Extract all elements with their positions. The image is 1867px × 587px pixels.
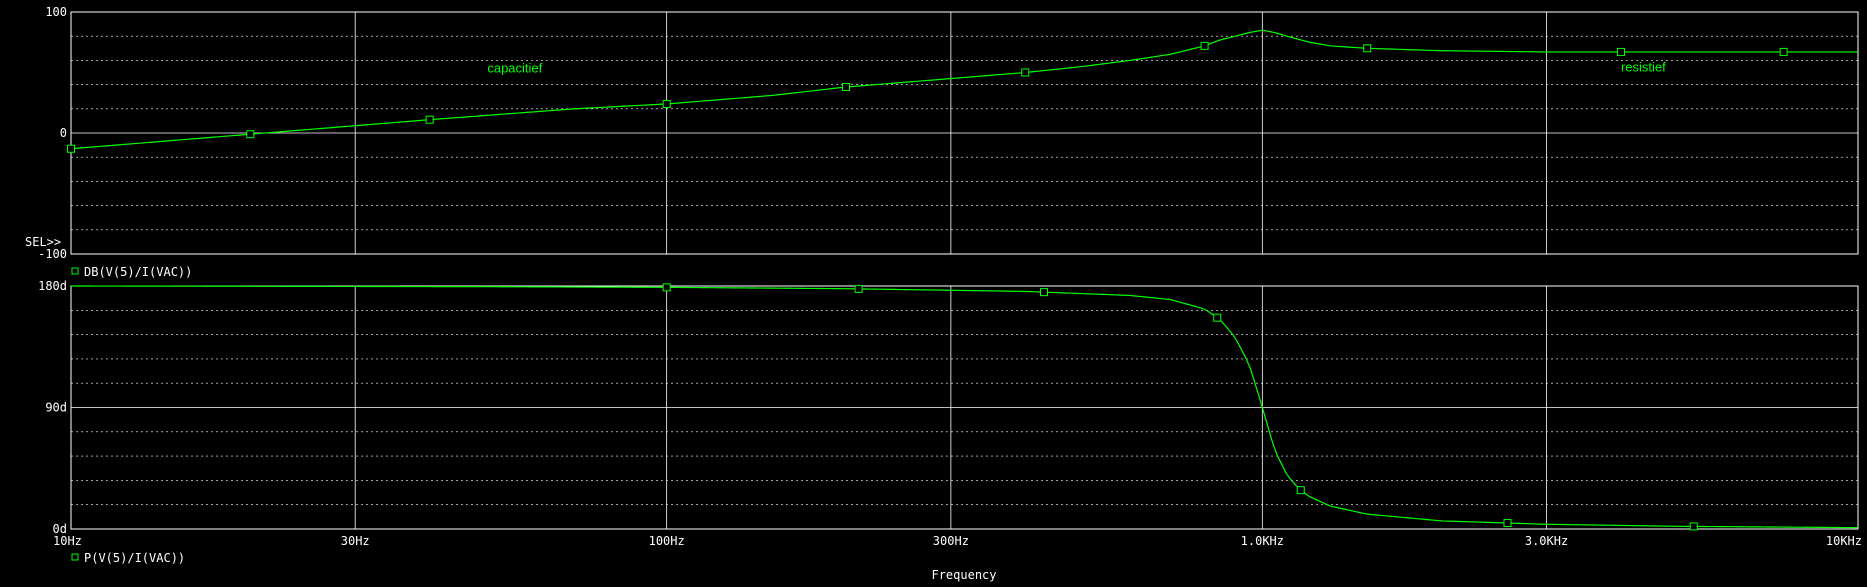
phase-legend-label: P(V(5)/I(VAC)) — [84, 551, 185, 565]
magnitude-trace-marker — [425, 115, 434, 124]
x-tick-label: 10Hz — [53, 534, 82, 548]
phase-trace-marker — [854, 284, 863, 293]
phase-frame — [70, 285, 1859, 530]
phase-panel[interactable]: 180d 90d 0d 10Hz 30Hz 100Hz 300Hz 1.0KHz 3.0KHz… — [38, 279, 1862, 582]
magnitude-trace-marker — [1363, 44, 1372, 53]
x-tick-label: 300Hz — [933, 534, 969, 548]
magnitude-trace-marker — [1021, 68, 1030, 77]
x-tick-label: 100Hz — [649, 534, 685, 548]
magnitude-panel[interactable]: 100 0 -100 capacitief resistief SEL>> DB(V(… — [25, 5, 1859, 279]
magnitude-trace-marker — [246, 130, 255, 139]
trace-annotation: resistief — [1621, 59, 1666, 74]
sel-marker: SEL>> — [25, 235, 61, 249]
phase-y-tick-label: 90d — [45, 401, 67, 415]
magnitude-trace-marker — [1200, 41, 1209, 50]
phase-trace-marker — [1040, 288, 1049, 297]
phase-y-tick-label: 180d — [38, 279, 67, 293]
magnitude-trace-line — [70, 29, 1858, 150]
x-tick-label: 3.0KHz — [1525, 534, 1568, 548]
magnitude-trace — [67, 29, 1858, 153]
magnitude-trace-marker — [1616, 47, 1625, 56]
trace-annotation: capacitief — [487, 61, 542, 76]
x-tick-label: 1.0KHz — [1241, 534, 1284, 548]
phase-y-tick-labels: 180d 90d 0d — [38, 279, 67, 536]
x-tick-labels: 10Hz 30Hz 100Hz 300Hz 1.0KHz 3.0KHz 10KHz — [53, 534, 1862, 548]
magnitude-legend: DB(V(5)/I(VAC)) — [71, 265, 192, 279]
phase-trace — [70, 283, 1859, 531]
phase-trace-marker — [1503, 519, 1512, 528]
magnitude-legend-label: DB(V(5)/I(VAC)) — [84, 265, 192, 279]
magnitude-frame — [70, 11, 1859, 255]
magnitude-trace-marker — [1779, 47, 1788, 56]
magnitude-trace-marker — [662, 99, 671, 108]
magnitude-y-tick-label: 100 — [45, 5, 67, 19]
phase-trace-line — [70, 285, 1859, 529]
x-tick-label: 10KHz — [1826, 534, 1862, 548]
magnitude-legend-marker — [71, 267, 79, 275]
phase-trace-marker — [1296, 486, 1305, 495]
phase-trace-marker — [1213, 313, 1222, 322]
x-tick-label: 30Hz — [341, 534, 370, 548]
magnitude-annotations: capacitief resistief — [487, 59, 1666, 75]
magnitude-trace-marker — [67, 144, 75, 153]
magnitude-y-tick-label: 0 — [60, 126, 67, 140]
magnitude-y-tick-label: -100 — [38, 247, 67, 261]
phase-legend-marker — [71, 553, 79, 561]
phase-y-tick-label: 0d — [53, 522, 67, 536]
phase-legend: P(V(5)/I(VAC)) — [71, 551, 185, 565]
magnitude-y-tick-labels: 100 0 -100 — [38, 5, 67, 261]
magnitude-trace-marker — [841, 83, 850, 92]
x-axis-title: Frequency — [931, 568, 996, 582]
phase-trace-marker — [1689, 522, 1698, 531]
phase-trace-marker — [662, 283, 671, 292]
